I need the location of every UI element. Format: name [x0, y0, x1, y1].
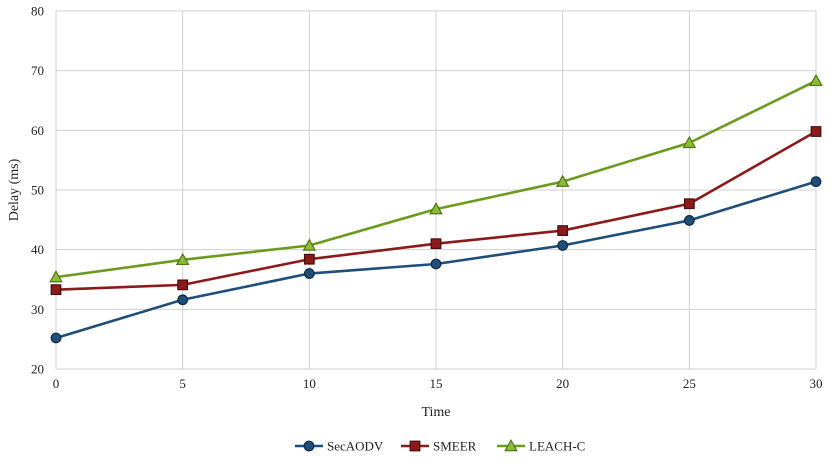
y-tick-label: 70 — [31, 63, 44, 78]
legend-item: LEACH-C — [497, 439, 585, 454]
data-point — [175, 252, 190, 266]
data-point — [177, 279, 189, 291]
grid — [55, 10, 817, 370]
legend-marker — [303, 440, 315, 452]
data-point — [555, 174, 570, 187]
series-secaodv — [50, 176, 822, 344]
data-point — [303, 253, 315, 265]
legend-item: SecAODV — [295, 439, 384, 454]
legend-label: SMEER — [433, 439, 477, 454]
data-point — [683, 198, 695, 210]
data-point — [429, 202, 443, 215]
legend-marker — [504, 438, 518, 452]
legend-marker — [409, 440, 421, 452]
x-tick-label: 20 — [556, 376, 569, 391]
data-point — [557, 225, 569, 236]
data-point — [810, 176, 822, 188]
data-point — [430, 258, 442, 270]
data-point — [303, 268, 315, 279]
data-point — [682, 135, 697, 149]
data-point — [49, 270, 63, 283]
data-point — [50, 332, 62, 344]
y-tick-label: 30 — [31, 302, 44, 317]
series — [49, 73, 823, 344]
x-tick-label: 10 — [303, 376, 316, 391]
x-axis-label: Time — [421, 405, 450, 420]
legend: SecAODV SMEER LEACH-C — [295, 439, 585, 454]
x-tick-label: 0 — [53, 376, 60, 391]
data-point — [557, 240, 569, 251]
series-smeer — [50, 126, 822, 296]
x-tick-label: 15 — [430, 376, 443, 391]
data-point — [177, 294, 189, 306]
data-point — [810, 126, 822, 137]
y-axis-label: Delay (ms) — [7, 158, 22, 221]
x-tick-label: 25 — [683, 376, 696, 391]
legend-item: SMEER — [401, 439, 477, 454]
data-point — [430, 238, 442, 250]
y-tick-label: 20 — [31, 362, 44, 377]
y-tick-label: 60 — [31, 123, 44, 138]
data-point — [809, 73, 823, 87]
legend-label: LEACH-C — [529, 439, 585, 454]
axis-ticks: 0 5 10 15 20 25 30 20 30 40 50 60 70 80 — [31, 4, 823, 392]
data-point — [50, 284, 62, 296]
x-tick-label: 5 — [179, 376, 186, 391]
y-tick-label: 80 — [31, 4, 44, 19]
data-point — [302, 238, 317, 251]
y-tick-label: 50 — [31, 183, 44, 198]
legend-label: SecAODV — [327, 439, 384, 454]
data-point — [683, 215, 695, 226]
x-tick-label: 30 — [810, 376, 823, 391]
y-tick-label: 40 — [31, 242, 44, 257]
series-leach-c — [49, 73, 823, 283]
